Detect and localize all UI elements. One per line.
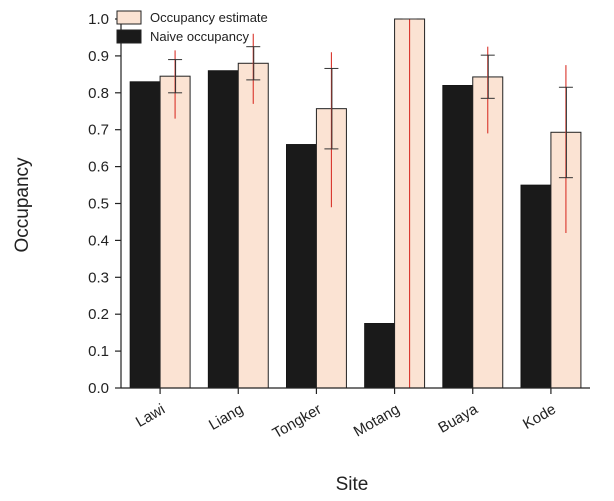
bar-naive-kode: [520, 184, 552, 389]
x-tick-label-liang: Liang: [206, 401, 246, 434]
x-tick-label-kode: Kode: [520, 401, 559, 433]
y-tick-label: 0.0: [88, 380, 109, 397]
y-tick-label: 0.4: [88, 232, 109, 249]
error-bars-group: [168, 18, 573, 388]
bar-naive-lawi: [129, 81, 161, 389]
y-tick-label: 0.9: [88, 48, 109, 65]
y-axis-ticks: 0.0 0.1 0.2 0.3 0.4 0.5 0.6 0.7 0.8 0.9 1.0: [88, 11, 121, 397]
bars-group: [129, 18, 582, 389]
bar-naive-motang: [364, 323, 395, 389]
legend-label-occupancy-estimate: Occupancy estimate: [150, 10, 268, 25]
x-tick-label-lawi: Lawi: [133, 401, 168, 431]
x-tick-label-buaya: Buaya: [435, 400, 481, 436]
x-tick-label-motang: Motang: [351, 401, 403, 441]
x-tick-label-tongker: Tongker: [270, 401, 325, 442]
legend-swatch-naive-occupancy: [116, 29, 142, 44]
bar-naive-liang: [207, 70, 239, 389]
y-tick-label: 0.1: [88, 343, 109, 360]
bar-naive-tongker: [286, 144, 317, 389]
legend: Occupancy estimate Naive occupancy: [116, 10, 268, 44]
legend-swatch-occupancy-estimate: [116, 10, 142, 25]
bar-naive-buaya: [442, 85, 474, 389]
y-tick-label: 0.2: [88, 306, 109, 323]
bar-estimate-liang: [237, 62, 269, 389]
y-tick-label: 0.8: [88, 85, 109, 102]
bar-estimate-lawi: [159, 75, 191, 389]
y-tick-label: 0.5: [88, 196, 109, 213]
y-tick-label: 0.7: [88, 122, 109, 139]
legend-label-naive-occupancy: Naive occupancy: [150, 29, 249, 44]
y-axis-title: Occupancy: [12, 157, 33, 253]
y-tick-label: 0.3: [88, 269, 109, 286]
y-tick-label: 1.0: [88, 11, 109, 28]
x-axis-title: Site: [336, 474, 369, 495]
y-tick-label: 0.6: [88, 159, 109, 176]
x-axis-ticks: Lawi Liang Tongker Motang Buaya Kode: [133, 388, 559, 442]
